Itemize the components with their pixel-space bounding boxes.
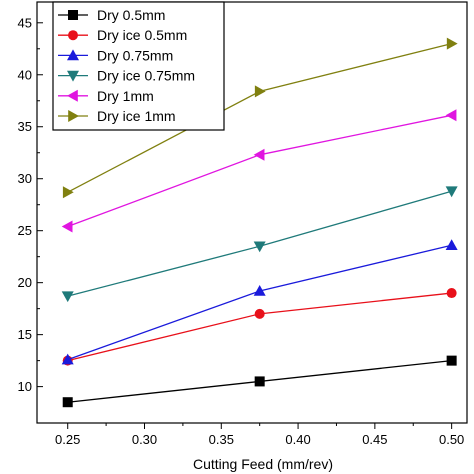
series-dry-ice-0-5mm — [62, 288, 457, 366]
plot-frame — [36, 1, 468, 424]
legend-marker — [67, 49, 79, 61]
x-axis-title: Cutting Feed (mm/rev) — [193, 456, 333, 472]
x-tick-label: 0.30 — [132, 432, 157, 447]
data-point — [254, 85, 266, 98]
x-axis: 0.25 0.30 0.35 0.40 0.45 0.50 — [55, 423, 464, 447]
y-tick-label: 35 — [18, 119, 32, 134]
series-dry-ice-1mm — [62, 37, 458, 199]
data-point — [446, 355, 457, 366]
series-line — [67, 292, 452, 362]
y-tick-label: 25 — [18, 223, 32, 238]
x-tick-label: 0.45 — [362, 432, 387, 447]
y-tick-label: 30 — [18, 171, 32, 186]
data-point — [61, 220, 73, 233]
data-point — [445, 186, 458, 198]
data-point — [62, 186, 74, 199]
data-point — [254, 308, 265, 319]
legend-label: Dry ice 0.75mm — [97, 68, 195, 84]
data-point — [445, 239, 458, 251]
y-axis: 10 15 20 25 30 35 40 45 — [18, 15, 43, 394]
legend-marker — [68, 110, 79, 122]
data-point — [254, 376, 265, 387]
x-tick-label: 0.40 — [285, 432, 310, 447]
legend: Dry 0.5mm Dry ice 0.5mm Dry 0.75mm Dry ice … — [52, 1, 225, 131]
y-tick-label: 10 — [18, 379, 32, 394]
legend-marker — [67, 70, 79, 82]
series-line — [67, 244, 452, 361]
legend-label: Dry 1mm — [97, 88, 154, 104]
y-tick-label: 20 — [18, 275, 32, 290]
data-point — [253, 284, 266, 296]
legend-label: Dry 0.5mm — [97, 7, 165, 23]
x-tick-label: 0.25 — [55, 432, 80, 447]
legend-label: Dry ice 1mm — [97, 108, 176, 124]
legend-marker — [68, 30, 78, 41]
data-point — [62, 397, 73, 408]
series-dry-ice-0-75mm — [61, 186, 458, 303]
data-point — [445, 109, 457, 122]
data-point — [253, 148, 265, 161]
y-tick-label: 40 — [18, 67, 32, 82]
series-dry-1mm — [61, 109, 457, 233]
data-point — [446, 37, 458, 50]
series-line — [67, 114, 452, 228]
legend-box — [52, 1, 225, 131]
series-dry-0-5mm — [62, 355, 457, 408]
legend-marker — [68, 10, 78, 20]
x-tick-label: 0.50 — [439, 432, 464, 447]
data-point — [446, 288, 457, 299]
data-point — [61, 291, 74, 303]
data-point — [253, 241, 266, 253]
y-tick-label: 45 — [18, 15, 32, 30]
legend-marker — [67, 89, 78, 102]
data-point — [61, 353, 74, 365]
legend-label: Dry 0.75mm — [97, 47, 173, 63]
series-layer — [61, 37, 458, 408]
y-tick-label: 15 — [18, 327, 32, 342]
x-tick-label: 0.35 — [209, 432, 234, 447]
legend-label: Dry ice 0.5mm — [97, 27, 187, 43]
series-dry-0-75mm — [61, 239, 458, 365]
